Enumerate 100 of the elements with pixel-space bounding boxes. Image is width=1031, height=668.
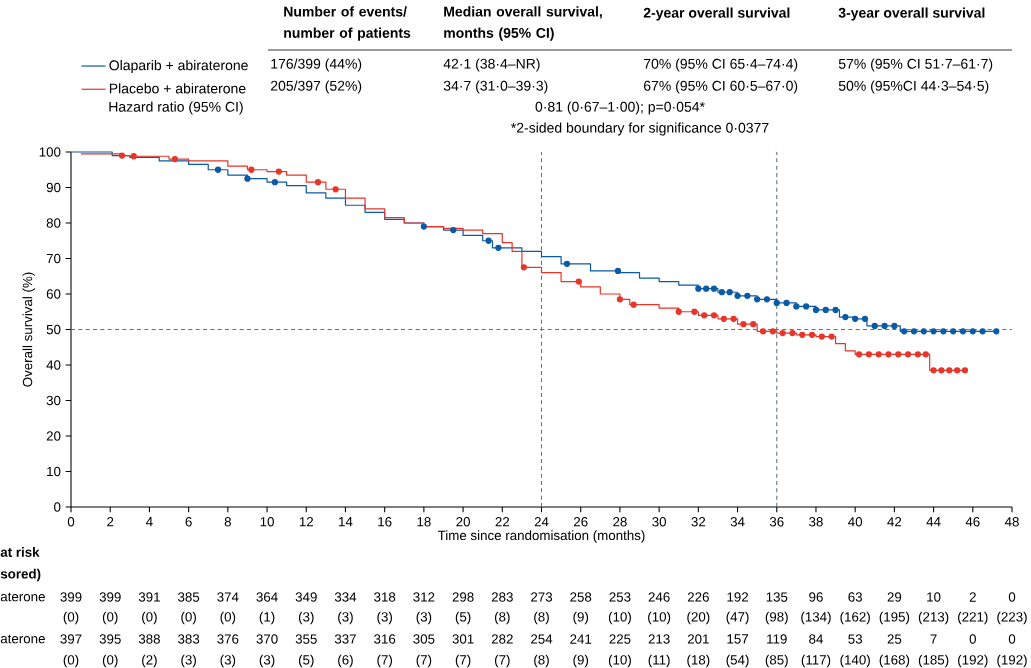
text: 349 xyxy=(295,592,317,602)
point xyxy=(740,321,747,328)
point xyxy=(675,308,682,315)
text: (7) xyxy=(455,654,471,668)
point xyxy=(822,306,829,314)
point xyxy=(575,278,582,285)
text: (195) xyxy=(879,611,910,625)
point xyxy=(865,351,873,358)
point xyxy=(953,367,961,374)
text: (0) xyxy=(181,611,196,625)
x-axis-title: Time since randomisation (months) xyxy=(437,530,645,543)
x-tick-label: 32 xyxy=(691,517,706,527)
text: Median overall survival, months (95% CI) xyxy=(444,6,602,41)
text: 34·7 (31·0–39·3) xyxy=(443,80,548,94)
text: (0) xyxy=(102,611,118,625)
y-tick-label: 90 xyxy=(46,182,61,193)
text: at risk xyxy=(0,547,40,557)
text: 10 xyxy=(927,592,941,602)
text: aterone xyxy=(0,634,45,644)
text: 96 xyxy=(809,592,823,602)
x-tick-label: 46 xyxy=(965,517,980,527)
text: 316 xyxy=(374,634,396,644)
text: 42·1 (38·4–NR) xyxy=(443,58,540,72)
text: (0) xyxy=(220,611,236,625)
point xyxy=(495,244,502,251)
text: (7) xyxy=(416,654,432,668)
text: 385 xyxy=(178,592,200,602)
point xyxy=(930,328,937,335)
x-tick-label: 34 xyxy=(730,517,745,527)
text: (8) xyxy=(534,611,549,625)
text: (1) xyxy=(259,611,275,625)
point xyxy=(275,168,282,175)
x-tick-label: 42 xyxy=(887,517,902,527)
text: (8) xyxy=(534,654,549,668)
text: 2 xyxy=(969,592,976,602)
point xyxy=(961,367,969,374)
text: (213) xyxy=(918,611,949,625)
point xyxy=(720,315,727,322)
text: 254 xyxy=(531,634,553,644)
point xyxy=(420,223,428,230)
text: 374 xyxy=(217,592,239,602)
text: (3) xyxy=(220,654,236,668)
text: 397 xyxy=(60,634,82,644)
x-tick-label: 14 xyxy=(339,517,353,527)
text: 0·81 (0·67–1·00); p=0·054* xyxy=(535,101,705,115)
point xyxy=(695,285,702,292)
text: 241 xyxy=(570,634,592,644)
text: 192 xyxy=(727,592,749,602)
point xyxy=(271,179,279,186)
text: 2-year overall survival xyxy=(643,7,790,21)
text: 225 xyxy=(609,634,631,644)
x-tick-label: 12 xyxy=(299,517,313,527)
point xyxy=(726,289,733,296)
text: 53 xyxy=(848,634,863,644)
text: 282 xyxy=(491,634,513,644)
point xyxy=(881,322,888,330)
point xyxy=(703,285,710,292)
text: 399 xyxy=(99,592,121,602)
text: (192) xyxy=(958,654,988,668)
text: 370 xyxy=(256,634,278,644)
text: (3) xyxy=(338,611,353,625)
x-tick-label: 38 xyxy=(809,517,823,527)
point xyxy=(920,328,927,335)
text: (140) xyxy=(840,654,870,668)
text: (7) xyxy=(494,654,510,668)
text: (192) xyxy=(997,654,1027,668)
text: 201 xyxy=(687,634,709,644)
text: (10) xyxy=(608,654,631,668)
text: 258 xyxy=(570,592,592,602)
y-axis-title: Overall survival (%) xyxy=(22,272,35,387)
text: (3) xyxy=(298,611,314,625)
text: 84 xyxy=(809,634,823,644)
point xyxy=(885,351,892,358)
text: 283 xyxy=(491,592,513,602)
text: (0) xyxy=(102,654,118,668)
y-tick-label: 50 xyxy=(46,324,61,335)
text: 226 xyxy=(687,592,709,602)
text: (47) xyxy=(726,611,749,625)
text: (134) xyxy=(801,611,831,625)
y-tick-label: 70 xyxy=(46,253,61,264)
text: 337 xyxy=(334,634,356,644)
text: 213 xyxy=(648,634,670,644)
point xyxy=(630,301,637,308)
x-tick-label: 10 xyxy=(260,517,274,527)
point xyxy=(789,329,796,337)
text: 298 xyxy=(452,592,474,602)
x-tick-label: 0 xyxy=(67,517,75,527)
point xyxy=(118,152,126,159)
point xyxy=(734,292,741,299)
text: (20) xyxy=(687,611,710,625)
text: (9) xyxy=(573,611,589,625)
text: 29 xyxy=(887,592,902,602)
legend-label: Placebo + abiraterone xyxy=(109,83,246,94)
point xyxy=(773,299,780,307)
y-tick-label: 20 xyxy=(46,431,61,441)
text: 176/399 (44%) xyxy=(271,58,362,72)
point xyxy=(818,333,825,340)
point xyxy=(171,155,179,163)
x-tick-label: 4 xyxy=(146,517,153,527)
x-tick-label: 24 xyxy=(534,517,549,527)
